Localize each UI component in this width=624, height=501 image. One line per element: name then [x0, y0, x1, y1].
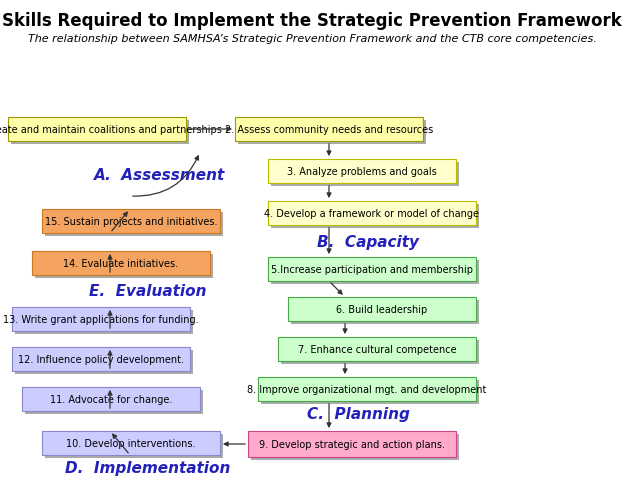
- Text: 5.Increase participation and membership: 5.Increase participation and membership: [271, 265, 473, 275]
- FancyBboxPatch shape: [268, 201, 476, 225]
- FancyBboxPatch shape: [268, 160, 456, 184]
- FancyBboxPatch shape: [25, 390, 203, 414]
- FancyBboxPatch shape: [271, 204, 479, 228]
- FancyBboxPatch shape: [35, 255, 213, 279]
- Text: 3. Analyze problems and goals: 3. Analyze problems and goals: [287, 167, 437, 177]
- Text: B.  Capacity: B. Capacity: [317, 235, 419, 250]
- FancyBboxPatch shape: [45, 212, 223, 236]
- FancyBboxPatch shape: [12, 308, 190, 331]
- FancyBboxPatch shape: [15, 311, 193, 334]
- Text: 12. Influence policy development.: 12. Influence policy development.: [18, 354, 184, 364]
- Text: E.  Evaluation: E. Evaluation: [89, 284, 207, 299]
- FancyBboxPatch shape: [8, 118, 186, 142]
- FancyBboxPatch shape: [238, 121, 426, 145]
- Text: 6. Build leadership: 6. Build leadership: [336, 305, 427, 314]
- FancyBboxPatch shape: [11, 121, 189, 145]
- FancyBboxPatch shape: [278, 337, 476, 361]
- Text: D.  Implementation: D. Implementation: [66, 459, 231, 474]
- FancyBboxPatch shape: [251, 434, 459, 460]
- Text: 13. Write grant applications for funding.: 13. Write grant applications for funding…: [3, 314, 199, 324]
- Text: 9. Develop strategic and action plans.: 9. Develop strategic and action plans.: [259, 439, 445, 449]
- FancyBboxPatch shape: [32, 252, 210, 276]
- FancyBboxPatch shape: [261, 380, 479, 404]
- Text: 14. Evaluate initiatives.: 14. Evaluate initiatives.: [64, 259, 178, 269]
- FancyBboxPatch shape: [258, 377, 476, 401]
- Text: 10. Develop interventions.: 10. Develop interventions.: [66, 438, 196, 448]
- FancyBboxPatch shape: [288, 298, 476, 321]
- Text: 15. Sustain projects and initiatives.: 15. Sustain projects and initiatives.: [45, 216, 217, 226]
- Text: 7. Enhance cultural competence: 7. Enhance cultural competence: [298, 344, 456, 354]
- FancyBboxPatch shape: [42, 209, 220, 233]
- FancyBboxPatch shape: [42, 431, 220, 455]
- FancyBboxPatch shape: [291, 301, 479, 324]
- Text: The relationship between SAMHSA’s Strategic Prevention Framework and the CTB cor: The relationship between SAMHSA’s Strate…: [27, 34, 597, 44]
- FancyBboxPatch shape: [281, 340, 479, 364]
- FancyBboxPatch shape: [248, 431, 456, 457]
- FancyBboxPatch shape: [12, 347, 190, 371]
- Text: A.  Assessment: A. Assessment: [94, 167, 226, 182]
- Text: 11. Advocate for change.: 11. Advocate for change.: [50, 394, 172, 404]
- FancyBboxPatch shape: [235, 118, 423, 142]
- FancyBboxPatch shape: [22, 387, 200, 411]
- Text: 2. Assess community needs and resources: 2. Assess community needs and resources: [225, 125, 433, 135]
- Text: 4. Develop a framework or model of change: 4. Develop a framework or model of chang…: [265, 208, 479, 218]
- FancyBboxPatch shape: [268, 258, 476, 282]
- Text: Skills Required to Implement the Strategic Prevention Framework: Skills Required to Implement the Strateg…: [2, 12, 622, 30]
- FancyBboxPatch shape: [271, 261, 479, 285]
- FancyBboxPatch shape: [45, 434, 223, 458]
- Text: 8. Improve organizational mgt. and development: 8. Improve organizational mgt. and devel…: [247, 384, 487, 394]
- FancyBboxPatch shape: [15, 350, 193, 374]
- Text: 1. Create and maintain coalitions and partnerships: 1. Create and maintain coalitions and pa…: [0, 125, 222, 135]
- FancyBboxPatch shape: [271, 163, 459, 187]
- Text: C.  Planning: C. Planning: [306, 407, 409, 422]
